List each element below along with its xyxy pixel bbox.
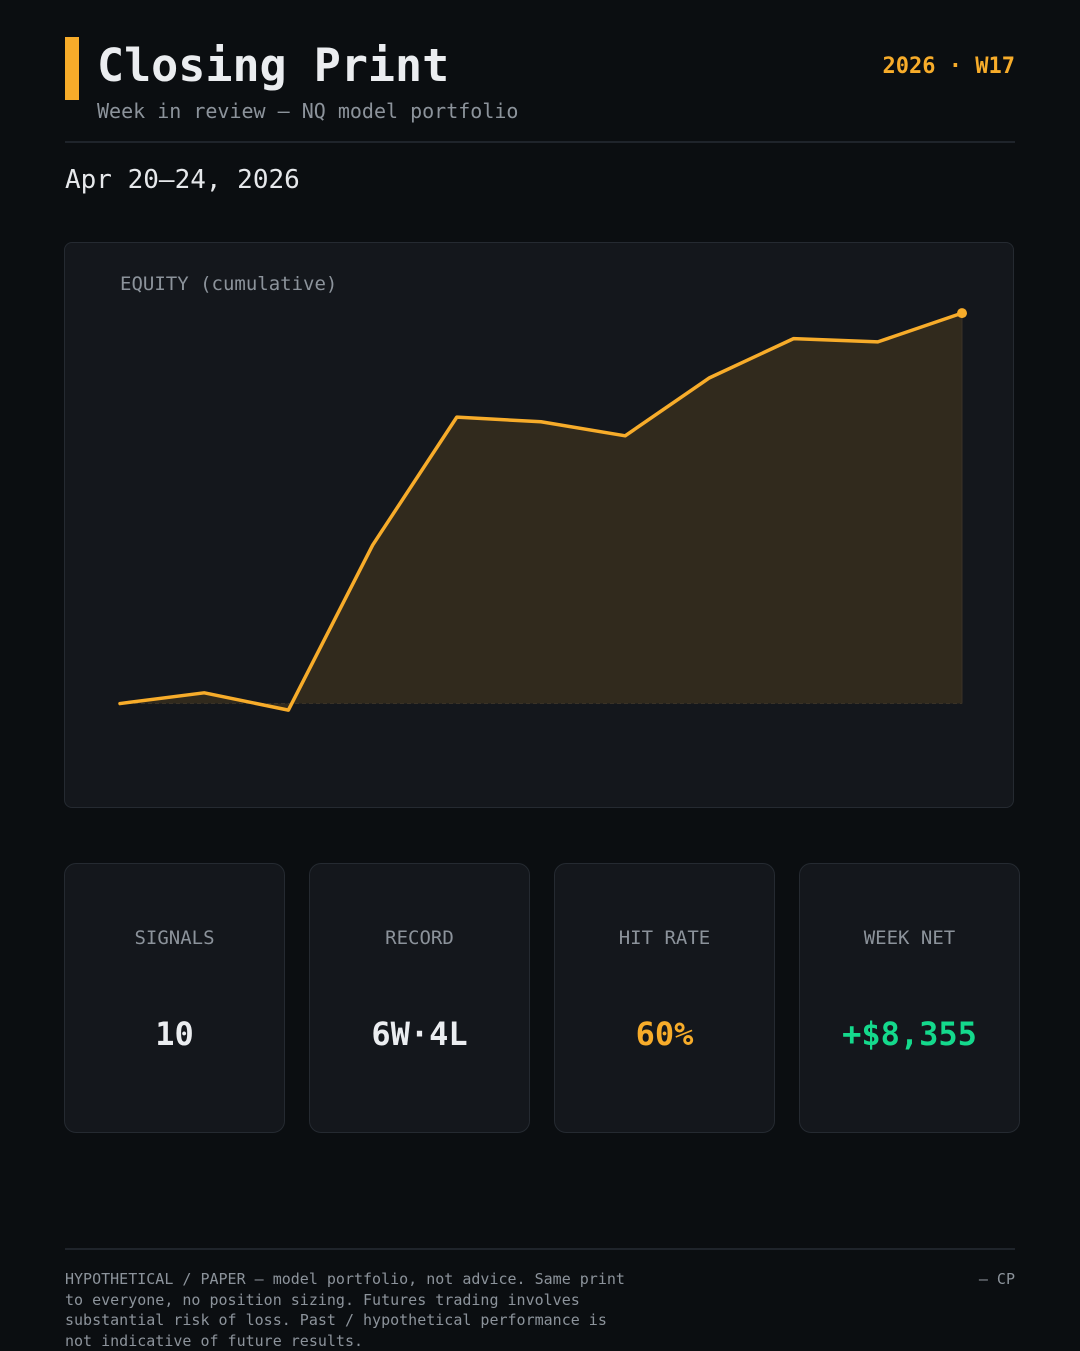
page-title: Closing Print [97, 39, 450, 92]
stat-card-week-net: WEEK NET +$8,355 [799, 863, 1020, 1133]
page-subtitle: Week in review — NQ model portfolio [97, 99, 519, 123]
equity-chart [118, 308, 967, 712]
stat-card-signals: SIGNALS 10 [64, 863, 285, 1133]
equity-end-point [957, 308, 967, 319]
date-range: Apr 20–24, 2026 [65, 165, 300, 195]
signature: — CP [978, 1270, 1015, 1288]
stat-label-hit-rate: HIT RATE [618, 927, 711, 949]
stat-label-record: RECORD [385, 927, 454, 949]
header-divider [65, 141, 1015, 143]
equity-line [118, 311, 964, 712]
disclaimer-text: HYPOTHETICAL / PAPER — model portfolio, … [65, 1270, 625, 1350]
stat-value-signals: 10 [155, 1015, 194, 1053]
stat-card-record: RECORD 6W·4L [309, 863, 530, 1133]
title-accent-bar [65, 37, 79, 100]
stat-value-hit-rate: 60% [635, 1015, 694, 1053]
footer-divider [65, 1248, 1015, 1250]
stat-value-week-net: +$8,355 [842, 1015, 977, 1053]
stat-label-signals: SIGNALS [134, 927, 215, 949]
equity-area [120, 313, 962, 711]
stat-label-week-net: WEEK NET [863, 927, 956, 949]
stat-card-hit-rate: HIT RATE 60% [554, 863, 775, 1133]
week-tag: 2026 · W17 [882, 54, 1015, 79]
chart-label: EQUITY (cumulative) [120, 273, 338, 295]
equity-chart-card: EQUITY (cumulative) [64, 242, 1014, 808]
stat-value-record: 6W·4L [371, 1015, 468, 1053]
